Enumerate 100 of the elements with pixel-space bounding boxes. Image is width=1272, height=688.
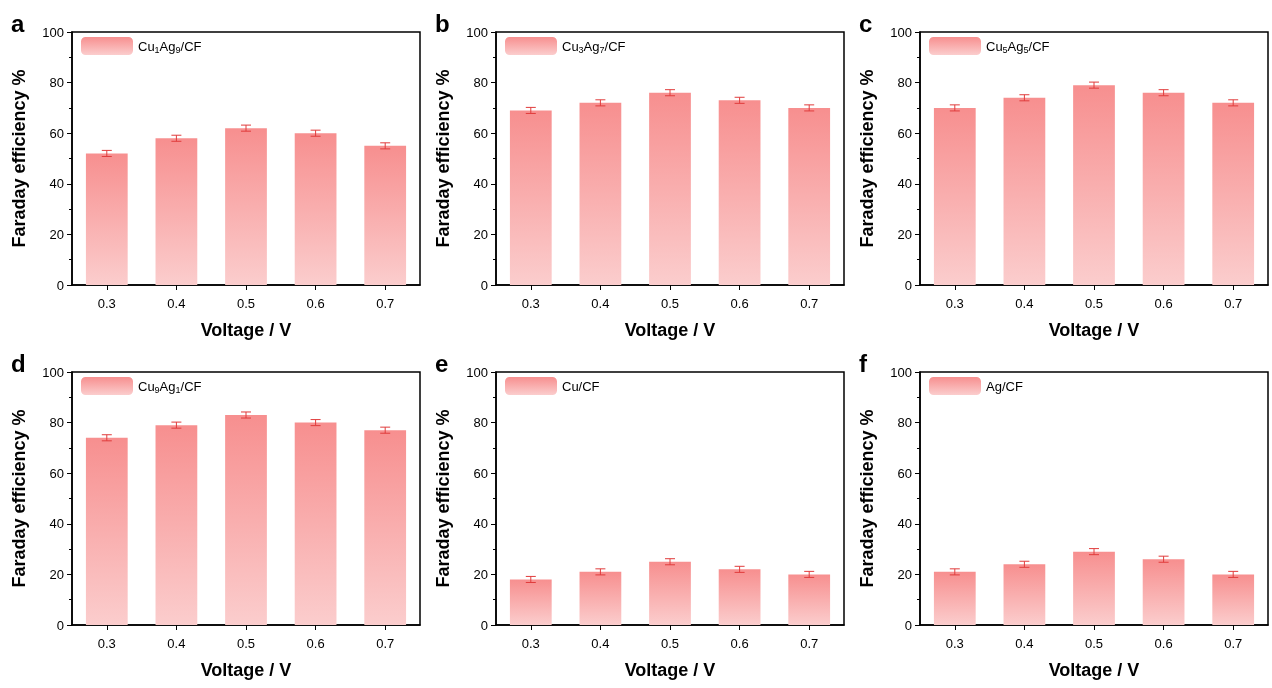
x-tick-label: 0.6 xyxy=(306,636,325,651)
bar xyxy=(649,92,691,285)
bar xyxy=(718,569,761,625)
y-tick-label: 80 xyxy=(473,415,488,431)
bar xyxy=(1073,551,1115,625)
chart-title: d xyxy=(11,349,26,377)
x-tick-label: 0.5 xyxy=(660,296,680,311)
x-tick-label: 0.5 xyxy=(1084,636,1104,651)
y-tick-label: 20 xyxy=(897,226,912,242)
bar xyxy=(579,571,622,625)
y-tick-label: 40 xyxy=(897,516,912,532)
x-tick-label: 0.7 xyxy=(800,296,819,311)
y-tick-label: 60 xyxy=(49,125,64,141)
y-axis-title: Faraday efficiency % xyxy=(9,409,29,588)
x-tick-label: 0.6 xyxy=(1154,636,1173,651)
bar xyxy=(1212,574,1255,625)
x-tick-label: 0.4 xyxy=(167,296,186,311)
x-tick-label: 0.3 xyxy=(97,296,116,311)
y-tick-label: 0 xyxy=(480,617,488,633)
y-tick-label: 60 xyxy=(897,125,912,141)
y-tick-label: 40 xyxy=(473,516,488,532)
y-tick-label: 80 xyxy=(897,75,912,91)
bar xyxy=(788,107,831,285)
y-tick-label: 40 xyxy=(49,176,64,192)
bar xyxy=(788,574,831,625)
x-tick-label: 0.7 xyxy=(800,636,819,651)
y-tick-label: 60 xyxy=(49,465,64,481)
y-tick-label: 80 xyxy=(49,415,64,431)
y-tick-label: 20 xyxy=(49,566,64,582)
x-tick-label: 0.3 xyxy=(945,296,964,311)
legend-label: Cu/CF xyxy=(562,378,600,394)
bar xyxy=(364,145,407,285)
y-tick-label: 100 xyxy=(890,364,912,380)
y-tick-label: 20 xyxy=(49,226,64,242)
y-tick-label: 40 xyxy=(49,516,64,532)
x-tick-label: 0.7 xyxy=(376,636,395,651)
x-tick-label: 0.7 xyxy=(1224,296,1243,311)
y-tick-label: 100 xyxy=(466,364,488,380)
y-tick-label: 60 xyxy=(473,125,488,141)
y-axis-title: Faraday efficiency % xyxy=(9,69,29,248)
x-axis-title: Voltage / V xyxy=(624,660,716,680)
y-tick-label: 100 xyxy=(466,24,488,40)
y-tick-label: 0 xyxy=(480,277,488,293)
chart-title: e xyxy=(435,349,449,377)
y-tick-label: 100 xyxy=(42,24,64,40)
chart-title: f xyxy=(859,349,868,377)
y-axis-title: Faraday efficiency % xyxy=(433,409,453,588)
y-tick-label: 60 xyxy=(897,465,912,481)
x-tick-label: 0.4 xyxy=(1015,296,1034,311)
x-tick-label: 0.5 xyxy=(1084,296,1104,311)
x-tick-label: 0.7 xyxy=(376,296,395,311)
y-tick-label: 0 xyxy=(904,277,912,293)
x-axis-title: Voltage / V xyxy=(1048,660,1140,680)
y-tick-label: 40 xyxy=(473,176,488,192)
bar xyxy=(933,571,976,625)
chart-title: c xyxy=(859,9,873,37)
bar xyxy=(155,138,198,285)
bar xyxy=(1003,564,1046,625)
bar xyxy=(509,579,552,625)
bar xyxy=(294,422,337,625)
y-axis-title: Faraday efficiency % xyxy=(857,409,877,588)
bar xyxy=(85,437,128,625)
x-tick-label: 0.4 xyxy=(591,636,610,651)
x-axis-title: Voltage / V xyxy=(1048,320,1140,340)
x-tick-label: 0.6 xyxy=(730,296,749,311)
bar xyxy=(85,153,128,285)
y-axis-title: Faraday efficiency % xyxy=(433,69,453,248)
x-tick-label: 0.5 xyxy=(236,636,256,651)
bar xyxy=(155,425,198,625)
x-tick-label: 0.7 xyxy=(1224,636,1243,651)
x-tick-label: 0.3 xyxy=(945,636,964,651)
x-tick-label: 0.4 xyxy=(1015,636,1034,651)
bar xyxy=(649,561,691,625)
bar xyxy=(1142,559,1185,625)
y-tick-label: 0 xyxy=(904,617,912,633)
y-tick-label: 60 xyxy=(473,465,488,481)
chart-title: b xyxy=(435,9,450,37)
y-tick-label: 80 xyxy=(473,75,488,91)
x-tick-label: 0.5 xyxy=(236,296,256,311)
bar xyxy=(225,415,267,625)
x-axis-title: Voltage / V xyxy=(200,660,292,680)
bar xyxy=(364,430,407,625)
x-tick-label: 0.5 xyxy=(660,636,680,651)
x-tick-label: 0.6 xyxy=(730,636,749,651)
y-tick-label: 80 xyxy=(49,75,64,91)
y-tick-label: 20 xyxy=(473,566,488,582)
x-tick-label: 0.3 xyxy=(521,636,540,651)
y-tick-label: 100 xyxy=(890,24,912,40)
bar xyxy=(718,100,761,285)
bar xyxy=(225,128,267,285)
x-axis-title: Voltage / V xyxy=(624,320,716,340)
x-tick-label: 0.6 xyxy=(306,296,325,311)
y-tick-label: 80 xyxy=(897,415,912,431)
y-tick-label: 0 xyxy=(56,617,64,633)
bar xyxy=(579,102,622,285)
x-tick-label: 0.4 xyxy=(167,636,186,651)
bar xyxy=(294,133,337,285)
x-axis-title: Voltage / V xyxy=(200,320,292,340)
legend-label: Ag/CF xyxy=(986,378,1023,394)
chart-title: a xyxy=(11,9,25,37)
